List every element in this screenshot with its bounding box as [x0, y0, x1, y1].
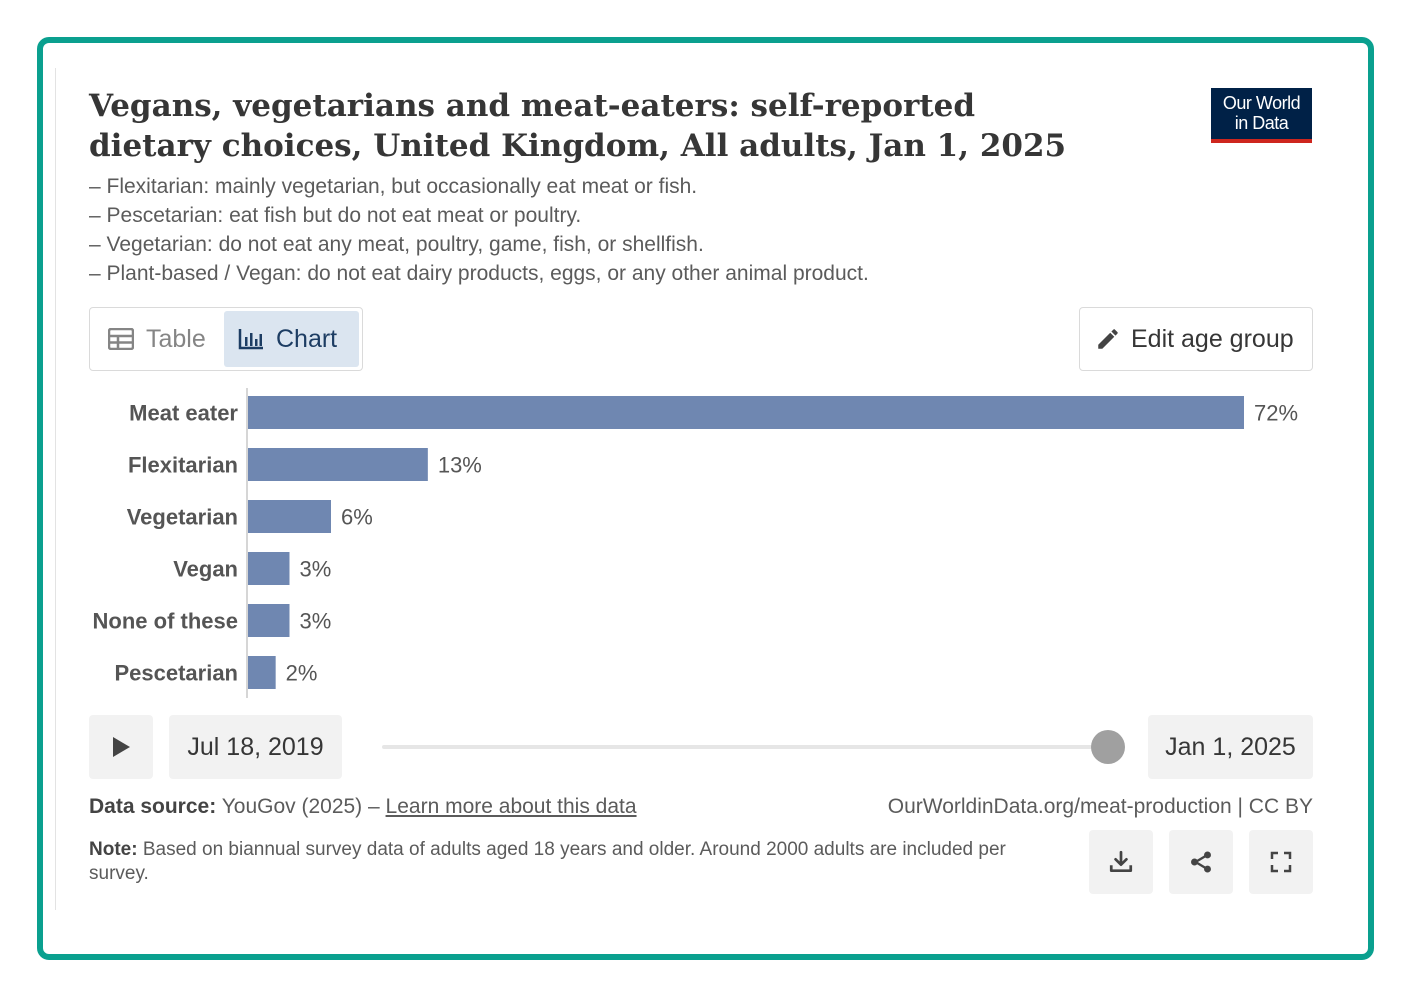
category-label: Vegan — [173, 557, 238, 582]
logo-line-2: in Data — [1234, 113, 1289, 133]
source-label: Data source: — [89, 795, 217, 818]
timeline-handle[interactable] — [1091, 730, 1125, 764]
edit-age-group-button[interactable]: Edit age group — [1079, 307, 1313, 371]
share-button[interactable] — [1169, 830, 1233, 894]
value-label: 3% — [300, 609, 332, 634]
tab-table[interactable]: Table — [94, 311, 222, 367]
subtitle-line: – Pescetarian: eat fish but do not eat m… — [89, 204, 582, 227]
value-label: 2% — [286, 661, 318, 686]
play-button[interactable] — [89, 715, 153, 779]
share-icon — [1191, 851, 1211, 873]
pencil-icon — [1098, 329, 1118, 349]
frame-edge — [55, 68, 56, 910]
category-label: Pescetarian — [114, 661, 238, 686]
value-label: 6% — [341, 505, 373, 530]
subtitle-line: – Flexitarian: mainly vegetarian, but oc… — [89, 175, 698, 198]
timeline-start-date[interactable]: Jul 18, 2019 — [169, 715, 342, 779]
bar[interactable] — [248, 448, 428, 481]
tab-table-label: Table — [146, 324, 206, 353]
bar[interactable] — [248, 604, 290, 637]
data-source: Data source: YouGov (2025) – Learn more … — [89, 795, 637, 819]
logo-line-1: Our World — [1222, 93, 1301, 113]
bar[interactable] — [248, 500, 331, 533]
value-label: 72% — [1254, 401, 1298, 426]
source-url[interactable]: OurWorldinData.org/meat-production | CC … — [887, 795, 1313, 818]
note-text: Based on biannual survey data of adults … — [89, 839, 1006, 884]
bar[interactable] — [248, 656, 276, 689]
download-button[interactable] — [1089, 830, 1153, 894]
category-label: Flexitarian — [128, 453, 238, 478]
play-icon — [113, 737, 130, 757]
note-label: Note: — [89, 839, 138, 860]
source-text: YouGov (2025) – — [221, 795, 380, 818]
learn-more-link[interactable]: Learn more about this data — [385, 795, 637, 818]
chart-frame — [37, 37, 1374, 960]
category-label: Meat eater — [129, 401, 238, 426]
view-tabs: Table Chart — [89, 307, 363, 371]
subtitle-line: – Plant-based / Vegan: do not eat dairy … — [89, 262, 869, 285]
bar[interactable] — [248, 396, 1244, 429]
chart-note: Note: Based on biannual survey data of a… — [89, 838, 1049, 886]
fullscreen-button[interactable] — [1249, 830, 1313, 894]
bar-chart-icon — [238, 329, 263, 350]
subtitle-line: – Vegetarian: do not eat any meat, poult… — [89, 233, 704, 256]
timeline-end-date[interactable]: Jan 1, 2025 — [1148, 715, 1313, 779]
tab-chart-label: Chart — [276, 324, 338, 353]
fullscreen-icon — [1270, 851, 1292, 873]
category-label: Vegetarian — [127, 505, 238, 530]
category-label: None of these — [93, 609, 238, 634]
download-icon — [1109, 850, 1133, 873]
chart-title: Vegans, vegetarians and meat-eaters: sel… — [89, 88, 1067, 164]
timeline-track[interactable] — [382, 745, 1102, 749]
bar[interactable] — [248, 552, 290, 585]
table-icon — [108, 328, 134, 350]
tab-chart[interactable]: Chart — [224, 311, 359, 367]
chart-subtitle: – Flexitarian: mainly vegetarian, but oc… — [89, 172, 1089, 288]
owid-logo[interactable]: Our World in Data — [1211, 88, 1312, 143]
edit-age-group-label: Edit age group — [1131, 324, 1294, 353]
value-label: 13% — [438, 453, 482, 478]
value-label: 3% — [300, 557, 332, 582]
